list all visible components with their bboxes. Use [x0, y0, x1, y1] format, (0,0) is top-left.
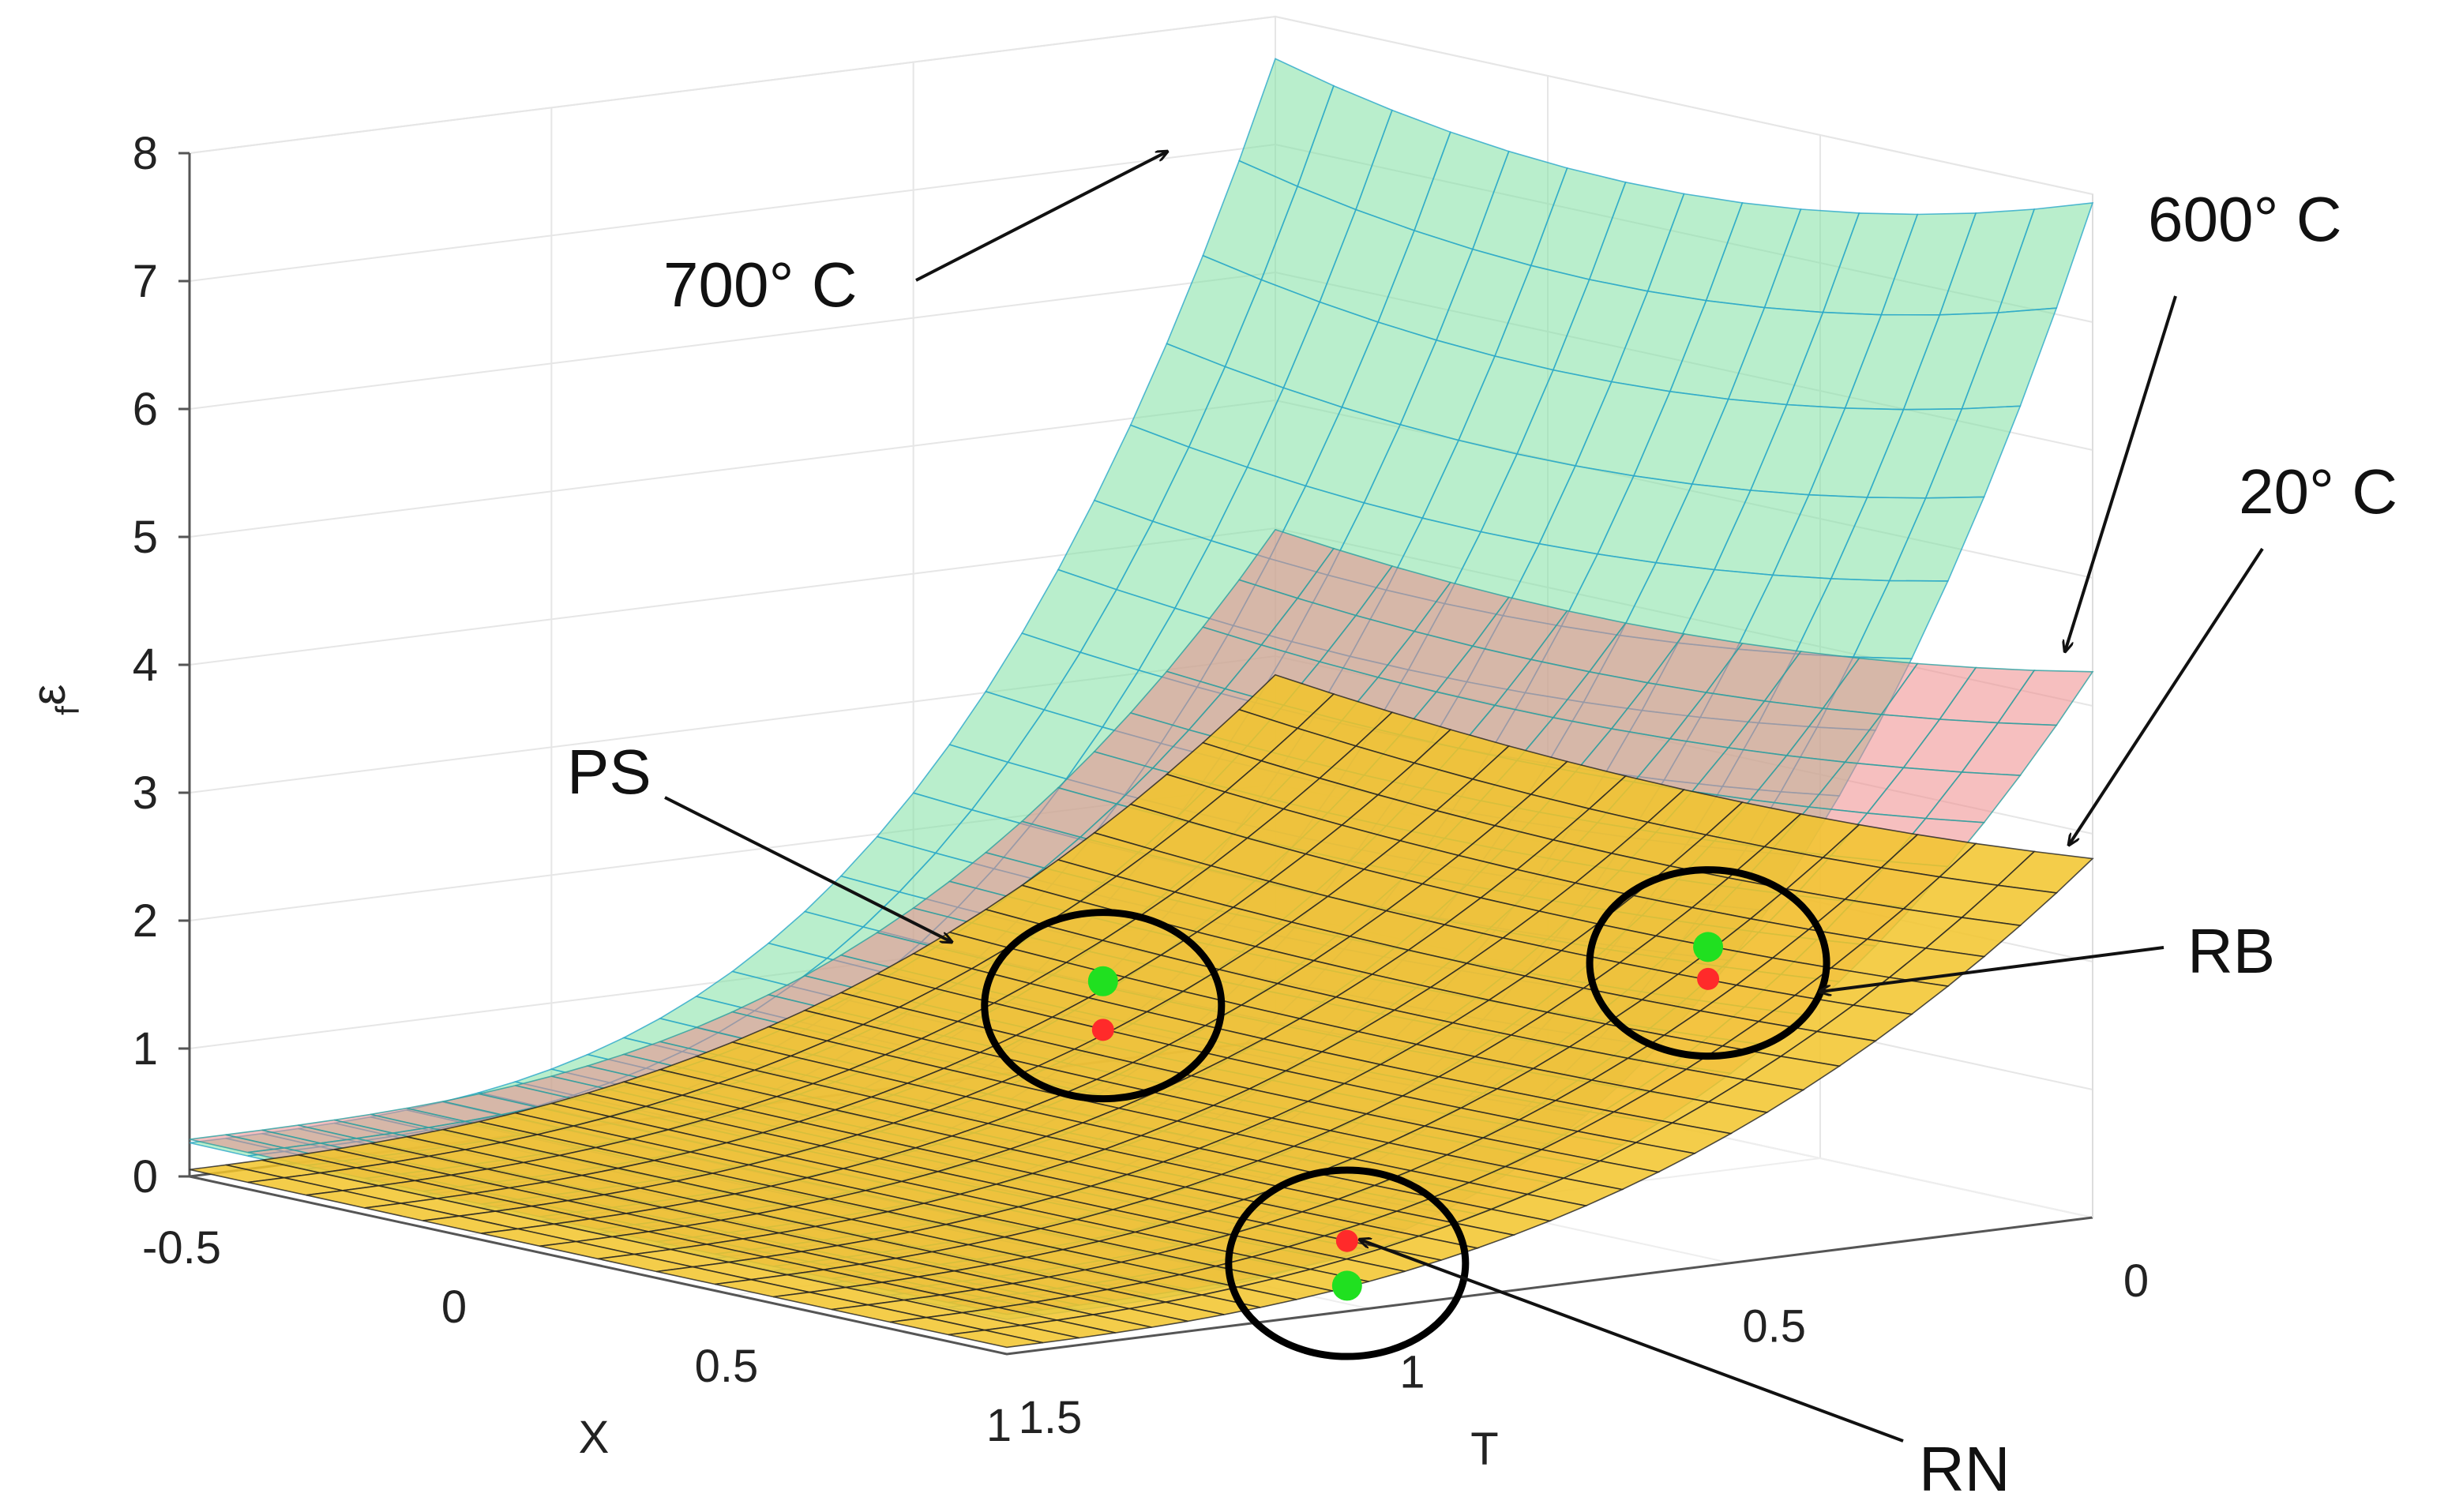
- arrow-rn: [1360, 1240, 1904, 1443]
- annotation-rb: RB: [2187, 916, 2275, 986]
- surface-series: [189, 673, 2094, 1349]
- arrow-ps: [664, 796, 952, 942]
- arrow-600c: [2065, 295, 2177, 651]
- x-tick-label: -0.5: [142, 1222, 221, 1274]
- z-tick-label: 1: [133, 1023, 158, 1075]
- t-tick-label: 1: [1399, 1346, 1425, 1398]
- t-tick-label: 0: [2123, 1255, 2149, 1307]
- highlight-circle: [981, 909, 1226, 1103]
- y-axis-label: T: [1470, 1424, 1498, 1475]
- z-tick-label: 4: [133, 640, 158, 691]
- annotation-20c: 20° C: [2239, 456, 2397, 527]
- red-point: [1697, 967, 1720, 990]
- annotations: 700° C 600° C 20° C PS RB RN: [567, 152, 2397, 1504]
- surface-patch: [948, 1329, 1043, 1349]
- z-tick-label: 6: [133, 384, 158, 435]
- surfaces: [189, 58, 2094, 1349]
- green-point: [1087, 966, 1118, 996]
- z-tick-label: 5: [133, 512, 158, 563]
- z-axis-label: ε: [22, 685, 75, 706]
- arrow-20c: [2069, 547, 2264, 845]
- x-tick-label: 0.5: [695, 1341, 759, 1392]
- arrow-rb: [1820, 946, 2165, 992]
- axis-labels: X T ε f: [22, 685, 1499, 1475]
- x-tick-label: 0: [441, 1281, 467, 1333]
- annotation-700c: 700° C: [663, 249, 857, 320]
- red-point: [1091, 1019, 1114, 1041]
- annotation-ps: PS: [567, 737, 651, 807]
- annotation-600c: 600° C: [2148, 184, 2341, 254]
- z-tick-label: 0: [133, 1151, 158, 1202]
- highlight-circle: [1225, 1166, 1470, 1360]
- x-tick-label: 1: [986, 1400, 1012, 1451]
- z-axis-label-subscript: f: [49, 706, 86, 715]
- t-tick-label: 1.5: [1019, 1392, 1083, 1443]
- arrow-700c: [915, 152, 1167, 282]
- red-point: [1335, 1229, 1358, 1252]
- z-tick-label: 2: [133, 895, 158, 947]
- annotation-rn: RN: [1919, 1434, 2011, 1504]
- highlight-circle: [1586, 866, 1830, 1060]
- data-markers: [981, 866, 1830, 1360]
- green-point: [1331, 1270, 1362, 1301]
- z-tick-label: 8: [133, 128, 158, 179]
- t-tick-label: 0.5: [1742, 1301, 1806, 1353]
- x-axis-label: X: [579, 1412, 610, 1463]
- green-point: [1693, 932, 1724, 962]
- z-tick-label: 3: [133, 767, 158, 819]
- z-tick-label: 7: [133, 256, 158, 307]
